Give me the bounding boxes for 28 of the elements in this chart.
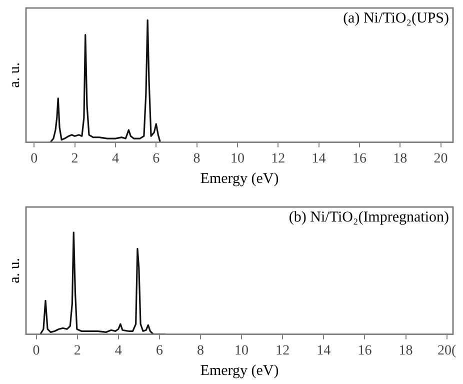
x-tick-label: 10 — [230, 151, 244, 166]
y-axis-title: a. u. — [6, 62, 23, 88]
x-tick-label: 0 — [30, 151, 38, 166]
x-tick-label: 10 — [234, 343, 249, 358]
x-tick-label: 12 — [271, 151, 286, 166]
x-tick-label: 0 — [32, 343, 40, 358]
x-tick-label: 20 — [434, 151, 448, 166]
x-tick-label: 14 — [316, 343, 331, 358]
x-tick-label: 18 — [393, 151, 408, 166]
chart-title: (a) Ni/TiO₂(UPS) — [343, 10, 450, 26]
x-axis-title: Emergy (eV) — [200, 170, 279, 187]
x-tick-label: 20( — [438, 343, 457, 358]
x-tick-label: 16 — [352, 151, 366, 166]
x-tick-label: 14 — [312, 151, 326, 166]
x-tick-label: 4 — [112, 151, 119, 166]
y-axis-title: a. u. — [6, 258, 23, 284]
x-tick-label: 2 — [71, 151, 78, 166]
x-tick-label: 12 — [276, 343, 290, 358]
x-tick-label: 8 — [196, 343, 204, 358]
x-tick-label: 18 — [398, 343, 413, 358]
x-tick-label: 2 — [74, 343, 81, 358]
x-tick-label: 8 — [193, 151, 200, 166]
x-tick-label: 16 — [358, 343, 372, 358]
chart-title: (b) Ni/TiO₂(Impregnation) — [288, 209, 449, 226]
x-tick-label: 4 — [114, 343, 122, 358]
x-tick-label: 6 — [156, 343, 163, 358]
x-axis-title: Emergy (eV) — [200, 362, 279, 379]
x-tick-label: 6 — [152, 151, 160, 166]
